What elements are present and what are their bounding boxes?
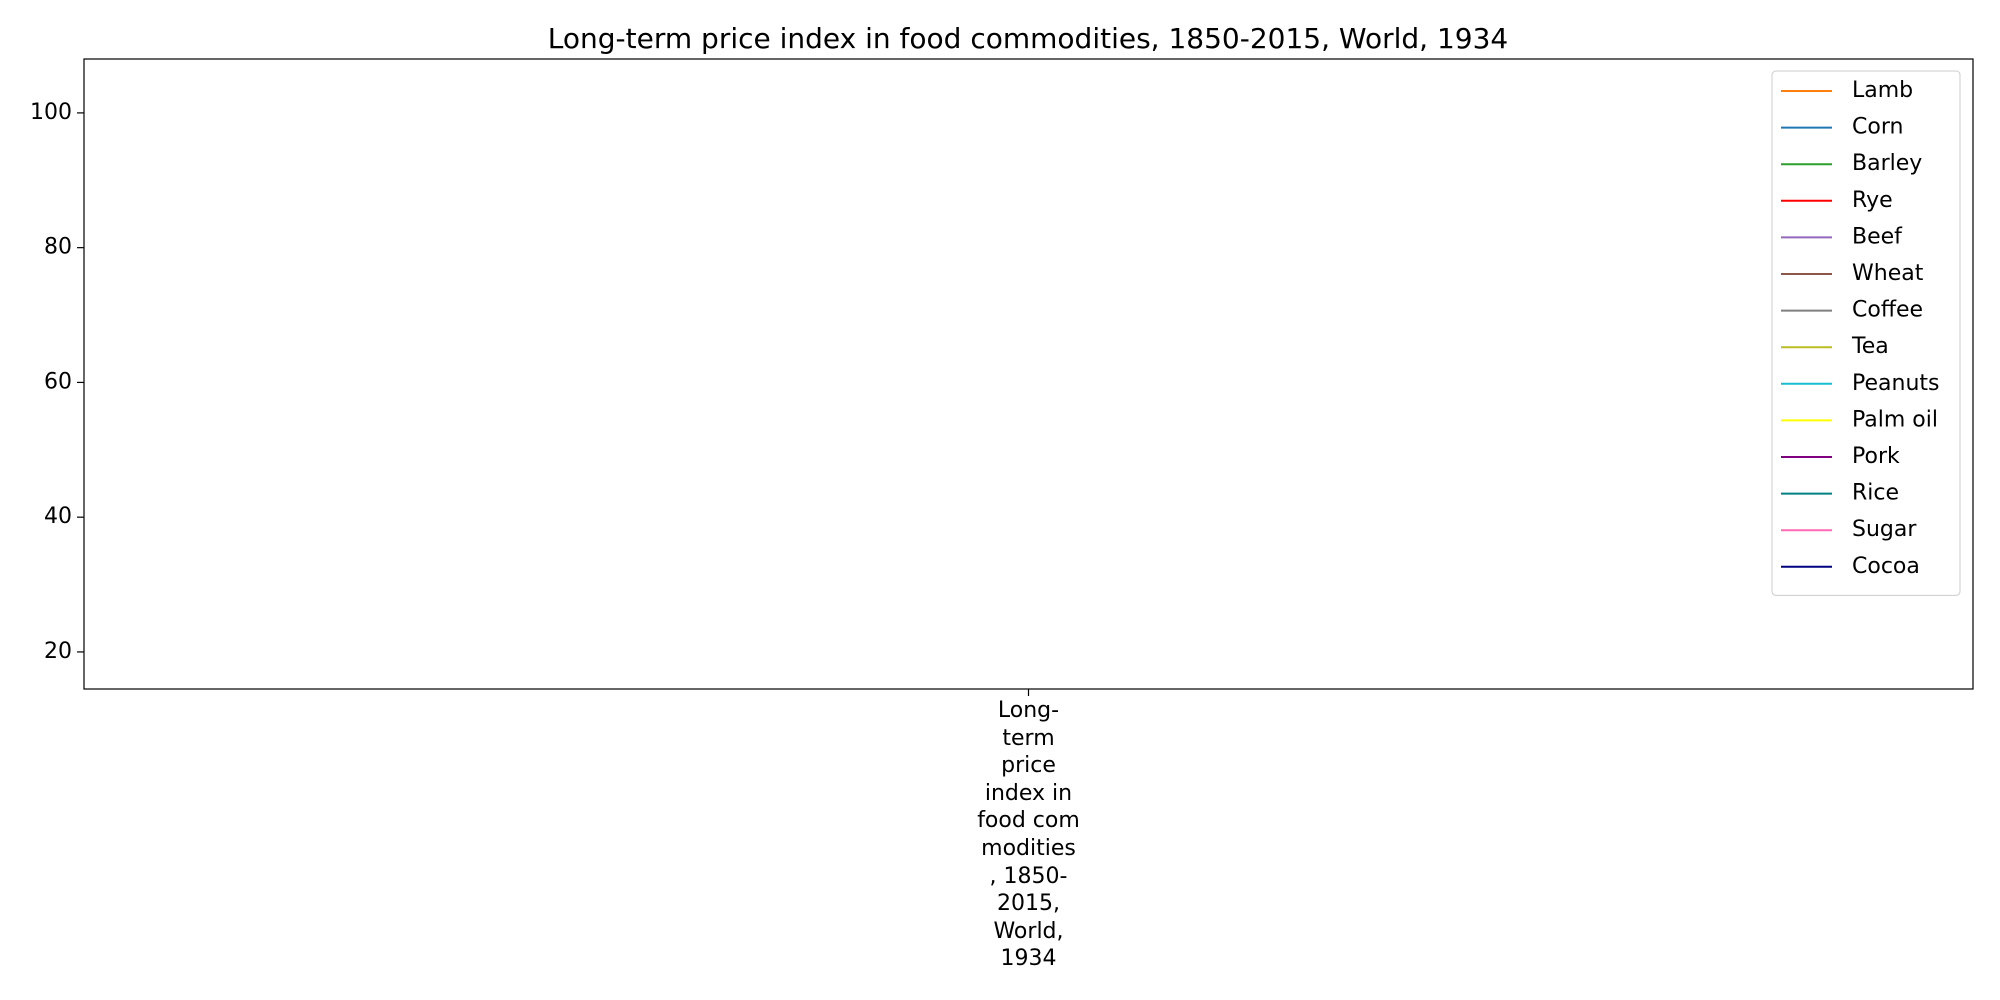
legend-label: Beef (1852, 224, 1903, 249)
legend-box (1771, 70, 1961, 596)
legend-label: Cocoa (1852, 554, 1920, 579)
x-tick-label: Long- term price index in food com modit… (977, 698, 1080, 972)
legend-label: Lamb (1852, 78, 1913, 103)
y-tick-label: 40 (44, 504, 72, 529)
y-tick-label: 20 (44, 639, 72, 664)
y-tick-label: 60 (44, 369, 72, 394)
legend-label: Tea (1851, 334, 1889, 359)
legend-label: Barley (1852, 151, 1922, 176)
chart-title: Long-term price index in food commoditie… (548, 22, 1508, 55)
legend-label: Corn (1852, 115, 1903, 140)
legend-label: Coffee (1852, 298, 1923, 323)
legend-label: Palm oil (1852, 407, 1938, 432)
legend-label: Rye (1852, 188, 1893, 213)
legend-label: Sugar (1852, 517, 1917, 542)
legend-label: Wheat (1852, 261, 1924, 286)
legend-label: Peanuts (1852, 371, 1939, 396)
y-tick-label: 100 (30, 100, 72, 125)
y-tick-label: 80 (44, 235, 72, 260)
plot-frame (83, 58, 1974, 690)
legend-label: Rice (1852, 481, 1899, 506)
legend-label: Pork (1852, 444, 1900, 469)
